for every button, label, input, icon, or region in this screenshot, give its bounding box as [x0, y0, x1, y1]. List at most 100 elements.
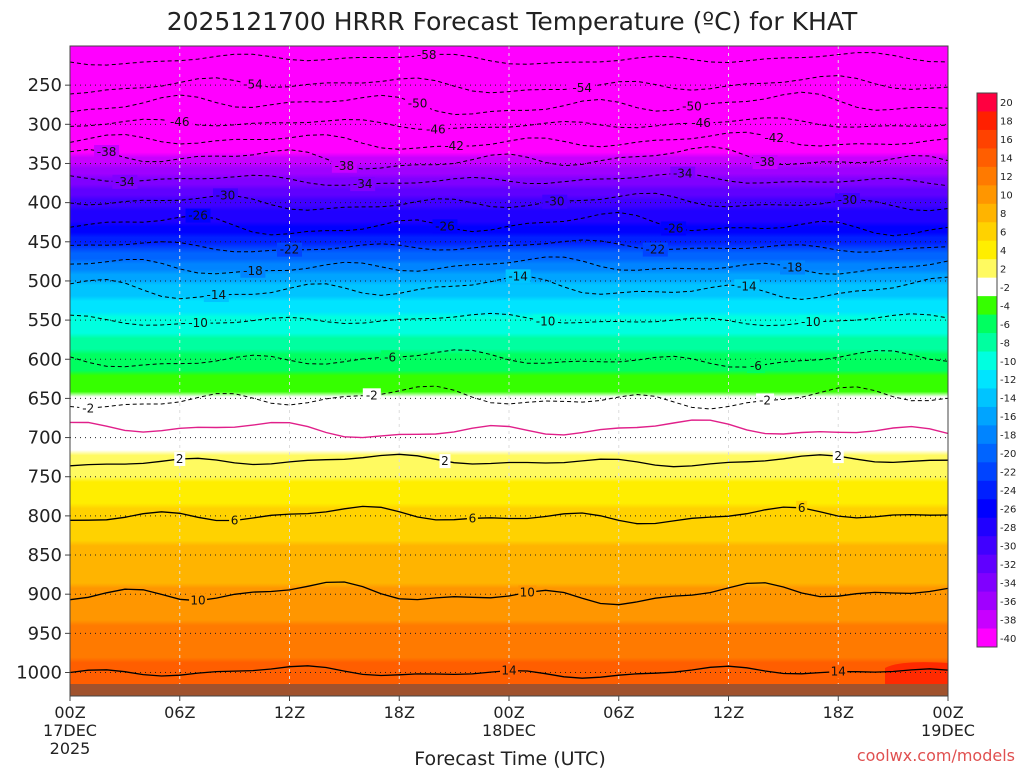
isotherm-label: -22 [646, 243, 666, 257]
isotherm--54 [70, 75, 948, 95]
y-tick-label: 650 [28, 388, 62, 409]
colorbar-label: 16 [1000, 135, 1013, 146]
x-tick-label: 12Z [274, 703, 305, 722]
y-tick-label: 700 [28, 428, 62, 449]
isotherm--50 [70, 91, 948, 116]
colorbar-segment [977, 406, 997, 426]
isotherm-label: -38 [97, 145, 117, 159]
x-tick-label: 06Z [603, 703, 634, 722]
isotherm-label-bg [277, 242, 302, 257]
colorbar-label: -26 [1000, 505, 1016, 516]
isotherm--46 [70, 117, 948, 131]
colorbar-segment [977, 628, 997, 648]
colorbar-segment [977, 425, 997, 445]
isotherm-label-bg [670, 166, 696, 181]
ground-strip [70, 684, 948, 696]
isotherm-label-bg [829, 664, 848, 679]
isotherm-label: -54 [243, 78, 263, 92]
isotherm-label: -50 [682, 100, 702, 114]
isotherm-label: 6 [469, 511, 477, 525]
y-tick-label: 550 [28, 310, 62, 331]
x-tick-label: 06Z [164, 703, 195, 722]
isotherm-label: -46 [170, 115, 190, 129]
isotherm-label-bg [331, 158, 357, 173]
isotherm-2 [70, 453, 948, 468]
isotherm-label: -2 [366, 388, 378, 402]
isotherm-label: -2 [82, 401, 94, 415]
y-tick-label: 400 [28, 193, 62, 214]
colorbar-label: -6 [1000, 320, 1010, 331]
isotherm-label-bg [432, 219, 458, 234]
isotherm-label: -34 [353, 177, 373, 191]
x-tick-label: 00Z [54, 703, 85, 722]
colorbar-label: 18 [1000, 117, 1013, 128]
isotherm-label: -10 [536, 314, 556, 328]
warm-core-region [885, 662, 948, 684]
isotherm-label: -26 [435, 219, 455, 233]
colorbar-label: -36 [1000, 597, 1016, 608]
isotherm-label-bg [642, 242, 668, 257]
colorbar-label: 12 [1000, 172, 1013, 183]
colorbar-label: 8 [1000, 209, 1006, 220]
colorbar-label: -20 [1000, 449, 1016, 460]
isotherm--22 [70, 239, 948, 253]
isotherm-label-bg [500, 663, 518, 678]
isotherm-label: -6 [750, 359, 762, 373]
isotherm-label-bg [441, 139, 467, 154]
colorbar-segment [977, 277, 997, 297]
colorbar-segment [977, 166, 997, 186]
isotherm-label: -34 [115, 175, 135, 189]
x-tick-label: 18Z [823, 703, 854, 722]
colorbar-segment [977, 610, 997, 630]
isotherm-label-bg [112, 174, 138, 189]
colorbar-label: -12 [1000, 375, 1016, 386]
isotherm-label: -42 [444, 139, 464, 153]
isotherm-label-bg [414, 48, 440, 63]
isotherm-label: -42 [764, 131, 784, 145]
isotherm-label: 2 [176, 452, 184, 466]
isotherm-label-bg [203, 288, 229, 303]
isotherm-label: -46 [691, 116, 711, 130]
y-tick-label: 800 [28, 506, 62, 527]
isotherm-label-bg [466, 511, 478, 526]
warm-pocket-14 [885, 662, 948, 684]
colorbar-segment [977, 554, 997, 574]
colorbar-label: 10 [1000, 191, 1013, 202]
colorbar-segment [977, 259, 997, 279]
isotherm-label-bg [661, 221, 687, 236]
isotherm--6 [70, 349, 948, 368]
y-tick-label: 1000 [16, 663, 62, 684]
isotherm-10 [70, 581, 948, 606]
colorbar-label: -38 [1000, 615, 1016, 626]
isotherm-label-bg [533, 314, 559, 329]
isotherm-label-bg [746, 359, 765, 374]
isotherm-label-bg [212, 188, 238, 203]
isotherm-label: -26 [664, 221, 684, 235]
y-tick-label: 850 [28, 545, 62, 566]
isotherm-label: -18 [243, 264, 263, 278]
x-tick-sublabel: 2025 [50, 739, 91, 758]
isotherm-label-bg [542, 194, 568, 209]
isotherm-label: -34 [673, 167, 693, 181]
colorbar-label: 2 [1000, 264, 1006, 275]
colorbar-label: -28 [1000, 523, 1016, 534]
isotherm-label-bg [423, 122, 449, 137]
isotherm-label-bg [405, 96, 431, 111]
isotherm-label: -18 [783, 260, 803, 274]
isotherm-label-bg [832, 449, 844, 464]
y-tick-label: 750 [28, 467, 62, 488]
isotherm-label-bg [761, 131, 787, 146]
isotherm-label: -6 [384, 350, 396, 364]
x-tick-label: 00Z [493, 703, 524, 722]
colorbar-segment [977, 185, 997, 205]
isotherm-label-bg [189, 593, 208, 608]
pressure-axis: 250 300 350 400 450 500 550 600 650 700 750 800 850 9… [16, 75, 70, 684]
y-tick-label: 450 [28, 232, 62, 253]
colorbar-frame [976, 92, 998, 648]
colorbar-segment [977, 443, 997, 463]
colorbar-segment [977, 499, 997, 519]
colorbar-segment [977, 222, 997, 242]
isotherm-label: 10 [190, 594, 205, 608]
colorbar-label: -16 [1000, 412, 1016, 423]
